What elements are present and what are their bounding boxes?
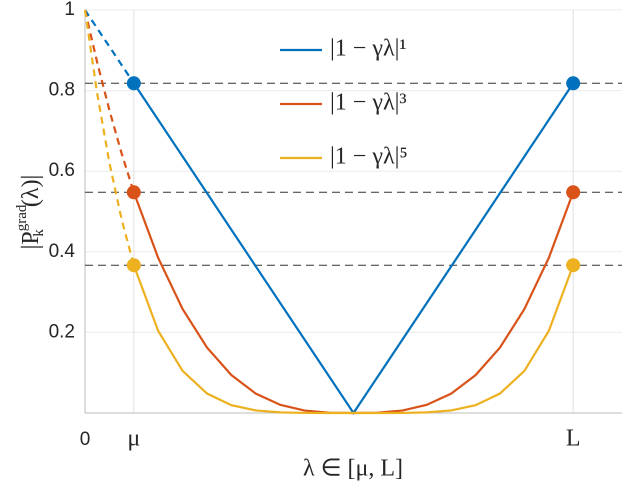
y-tick-label: 1 — [64, 0, 75, 20]
extension-line — [83, 9, 135, 193]
extension-line — [84, 9, 135, 84]
series-line — [132, 82, 575, 415]
y-tick-label: 0.2 — [49, 321, 75, 342]
x-tick-label: 0 — [80, 429, 91, 450]
endpoint-marker — [126, 185, 141, 200]
y-label-base: |P — [18, 231, 44, 249]
y-tick-label: 0.8 — [49, 80, 75, 101]
endpoint-marker — [126, 76, 141, 91]
legend-label: |1 − γλ|⁵ — [330, 144, 408, 170]
legend-label: |1 − γλ|¹ — [330, 36, 407, 62]
extension-line — [83, 9, 135, 266]
endpoint-marker — [126, 258, 141, 273]
endpoint-marker — [566, 258, 581, 273]
y-tick-label: 0.4 — [49, 241, 76, 262]
endpoint-marker — [566, 185, 581, 200]
x-tick-label: L — [566, 426, 581, 452]
series-line — [132, 264, 575, 415]
y-label-sup: grad — [14, 204, 30, 231]
y-label-tail: (λ)| — [18, 175, 44, 207]
x-tick-label: μ — [127, 426, 140, 452]
y-tick-label: 0.6 — [49, 160, 75, 181]
y-label-sub: k — [31, 229, 47, 237]
legend-label: |1 − γλ|³ — [330, 90, 407, 116]
endpoint-marker — [566, 76, 581, 91]
series-line — [132, 191, 575, 415]
y-axis-label: |Pgradk (λ)| — [14, 175, 47, 250]
x-axis-label: λ ∈ [μ, L] — [303, 456, 403, 482]
